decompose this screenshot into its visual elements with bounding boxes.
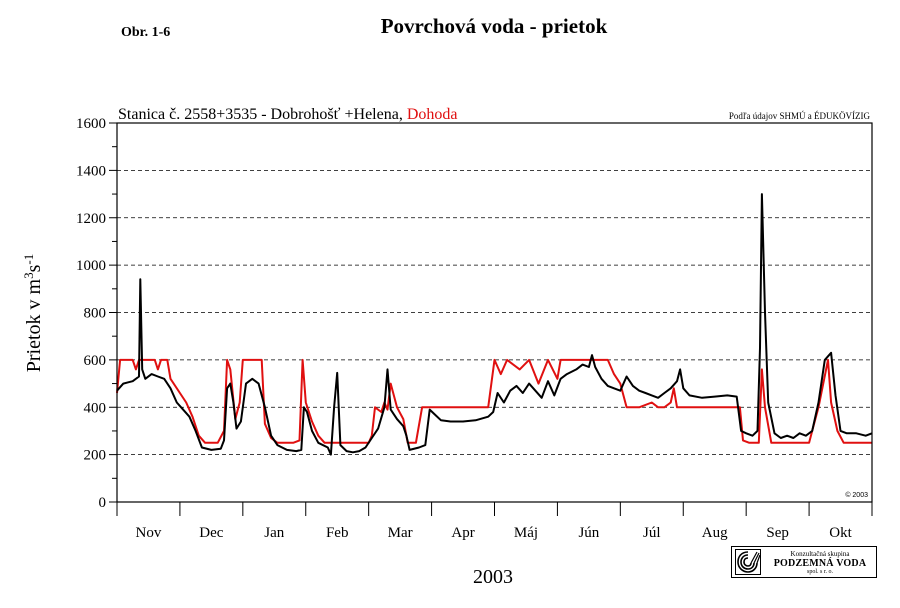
y-tick-label: 600 — [84, 353, 107, 369]
y-axis-title-sup2: -1 — [21, 254, 36, 265]
chart-title: Povrchová voda - prietok — [381, 14, 608, 38]
y-axis-title-mid: s — [23, 264, 45, 272]
x-tick-label: Mar — [388, 525, 413, 541]
y-tick-label: 1600 — [76, 116, 106, 132]
series-line — [116, 193, 873, 456]
logo-line-3: spol. s r. o. — [806, 569, 833, 575]
series-line — [116, 358, 872, 444]
y-tick-label: 0 — [99, 495, 107, 511]
copyright-note: © 2003 — [845, 491, 868, 499]
logo-line-1: Konzultačná skupina — [790, 550, 850, 558]
station-label: Stanica č. 2558+3535 - Dobrohošť +Helena… — [118, 106, 457, 123]
source-note: Podľa údajov SHMÚ a ÉDUKÖVÍZIG — [729, 111, 871, 121]
x-tick-label: Aug — [702, 525, 728, 541]
x-tick-label: Júl — [643, 525, 661, 541]
y-tick-label: 400 — [84, 400, 107, 416]
x-tick-label: Dec — [199, 525, 223, 541]
y-axis-title-main: Prietok v m — [23, 278, 45, 372]
x-tick-label: Sep — [766, 525, 789, 541]
x-tick-label: Okt — [829, 525, 852, 541]
x-tick-label: Jún — [578, 525, 599, 541]
y-axis-title-sup1: 3 — [21, 272, 36, 279]
plot-frame — [116, 122, 873, 503]
x-axis-title: 2003 — [473, 566, 513, 588]
x-tick-label: Nov — [136, 525, 162, 541]
series-lines — [116, 193, 873, 456]
logo-line-2: PODZEMNÁ VODA — [773, 558, 867, 569]
station-label-main: Stanica č. 2558+3535 - Dobrohošť +Helena… — [118, 106, 407, 123]
company-logo: Konzultačná skupina PODZEMNÁ VODA spol. … — [731, 546, 877, 578]
y-axis-title: Prietok v m3s-1 — [21, 254, 46, 372]
x-tick-label: Jan — [264, 525, 284, 541]
x-tick-label: Feb — [326, 525, 349, 541]
y-tick-label: 1400 — [76, 163, 106, 179]
spiral-logo-icon — [735, 549, 761, 575]
y-tick-label: 200 — [84, 448, 107, 464]
y-tick-label: 1200 — [76, 211, 106, 227]
y-axis: 0 200 400 600 800 1000 1200 1400 1600 — [76, 116, 117, 511]
figure-label: Obr. 1-6 — [121, 25, 170, 40]
x-tick-label: Máj — [514, 525, 538, 541]
station-label-highlight: Dohoda — [407, 106, 458, 123]
y-tick-label: 1000 — [76, 258, 106, 274]
x-axis: Nov Dec Jan Feb Mar Apr Máj Jún Júl Aug Sep Okt — [116, 502, 873, 541]
x-tick-label: Apr — [451, 525, 474, 541]
y-tick-label: 800 — [84, 306, 107, 322]
